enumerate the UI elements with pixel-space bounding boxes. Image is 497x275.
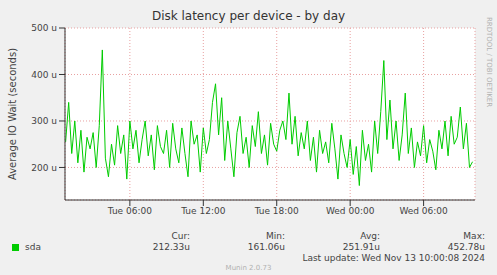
- html-text:Max:: Max:: [463, 231, 485, 241]
- html-text:212.33u: 212.33u: [152, 242, 190, 252]
- html-text:sda: sda: [25, 242, 41, 252]
- svg-text:300 u: 300 u: [31, 116, 57, 126]
- svg-text:Wed 06:00: Wed 06:00: [399, 206, 448, 216]
- svg-text:Wed 00:00: Wed 00:00: [326, 206, 375, 216]
- svg-text:Tue 18:00: Tue 18:00: [254, 206, 299, 216]
- html-text:RRDTOOL / TOBI OETIKER: RRDTOOL / TOBI OETIKER: [485, 16, 493, 108]
- html-text:452.78u: 452.78u: [447, 242, 485, 252]
- html-text:Munin 2.0.73: Munin 2.0.73: [225, 264, 272, 272]
- html-text:Disk latency per device - by d: Disk latency per device - by day: [151, 9, 346, 23]
- html-text:Last update: Wed Nov 13 10:00:: Last update: Wed Nov 13 10:00:08 2024: [302, 253, 485, 263]
- html-text:Avg:: Avg:: [360, 231, 380, 241]
- html-text:Average IO Wait (seconds): Average IO Wait (seconds): [6, 47, 18, 181]
- html-text:Cur:: Cur:: [171, 231, 190, 241]
- html-text:251.91u: 251.91u: [342, 242, 380, 252]
- svg-text:500 u: 500 u: [31, 23, 57, 33]
- html-text:Min:: Min:: [266, 231, 285, 241]
- svg-text:200 u: 200 u: [31, 163, 57, 173]
- html-text:161.06u: 161.06u: [247, 242, 285, 252]
- svg-text:Tue 06:00: Tue 06:00: [107, 206, 152, 216]
- svg-text:400 u: 400 u: [31, 70, 57, 80]
- svg-text:Tue 12:00: Tue 12:00: [180, 206, 225, 216]
